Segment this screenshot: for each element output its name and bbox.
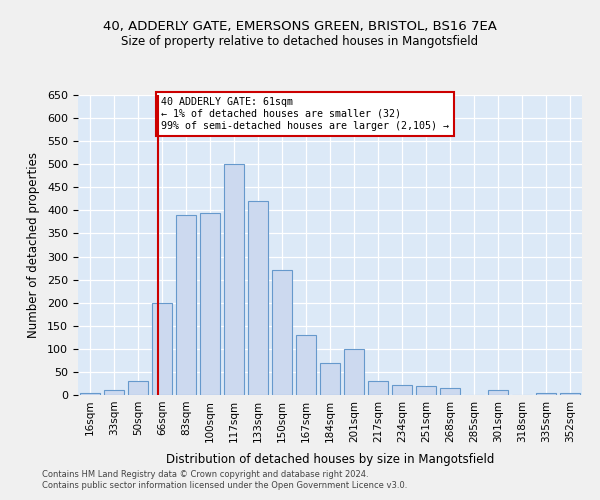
Bar: [320, 362, 340, 395]
Bar: [344, 349, 364, 395]
Text: Size of property relative to detached houses in Mangotsfield: Size of property relative to detached ho…: [121, 35, 479, 48]
Bar: [248, 201, 268, 395]
Bar: [152, 302, 172, 395]
Bar: [560, 392, 580, 395]
Bar: [80, 392, 100, 395]
Text: Contains HM Land Registry data © Crown copyright and database right 2024.: Contains HM Land Registry data © Crown c…: [42, 470, 368, 479]
Text: 40 ADDERLY GATE: 61sqm
← 1% of detached houses are smaller (32)
99% of semi-deta: 40 ADDERLY GATE: 61sqm ← 1% of detached …: [161, 98, 449, 130]
Bar: [488, 390, 508, 395]
Text: 40, ADDERLY GATE, EMERSONS GREEN, BRISTOL, BS16 7EA: 40, ADDERLY GATE, EMERSONS GREEN, BRISTO…: [103, 20, 497, 33]
Bar: [272, 270, 292, 395]
Bar: [200, 212, 220, 395]
Bar: [536, 392, 556, 395]
Bar: [416, 386, 436, 395]
Bar: [128, 381, 148, 395]
Bar: [392, 385, 412, 395]
Y-axis label: Number of detached properties: Number of detached properties: [27, 152, 40, 338]
Bar: [176, 215, 196, 395]
Bar: [104, 390, 124, 395]
Bar: [224, 164, 244, 395]
Text: Contains public sector information licensed under the Open Government Licence v3: Contains public sector information licen…: [42, 481, 407, 490]
Bar: [368, 381, 388, 395]
Bar: [296, 335, 316, 395]
X-axis label: Distribution of detached houses by size in Mangotsfield: Distribution of detached houses by size …: [166, 453, 494, 466]
Bar: [440, 388, 460, 395]
